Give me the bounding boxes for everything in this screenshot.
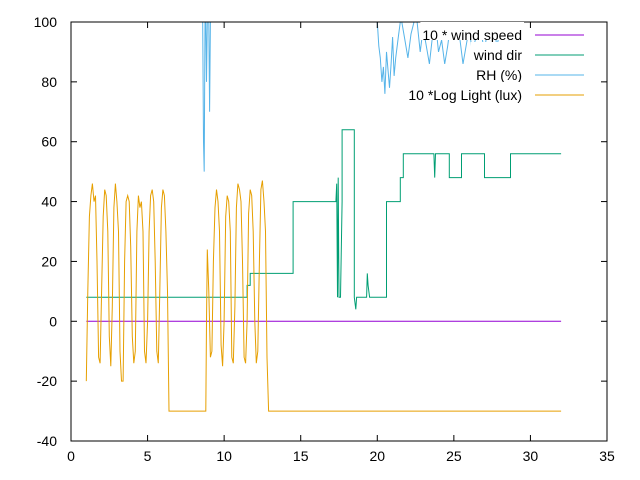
- legend-label-bg: [470, 42, 525, 60]
- y-tick-label: 60: [41, 134, 57, 150]
- legend: 10 * wind speed wind dir RH (%) 10 *Log Lig…: [406, 22, 584, 103]
- x-tick-label: 25: [446, 448, 462, 464]
- legend-label-bg: [474, 62, 524, 80]
- y-tick-label: -40: [37, 433, 57, 449]
- series-line-2: [86, 129, 562, 310]
- x-tick-label: 5: [144, 448, 152, 464]
- x-tick-label: 30: [523, 448, 539, 464]
- legend-label-bg: [420, 22, 524, 40]
- legend-label: RH (%): [476, 67, 522, 83]
- legend-label: wind dir: [473, 47, 523, 63]
- x-tick-label: 0: [67, 448, 75, 464]
- x-tick-label: 35: [599, 448, 615, 464]
- x-tick-label: 10: [216, 448, 232, 464]
- legend-label: 10 *Log Light (lux): [408, 87, 522, 103]
- y-tick-label: 100: [34, 14, 58, 30]
- y-tick-label: 0: [49, 313, 57, 329]
- legend-label: 10 * wind speed: [422, 27, 522, 43]
- y-tick-label: -20: [37, 373, 57, 389]
- x-tick-label: 20: [369, 448, 385, 464]
- series-line-4: [85, 180, 562, 412]
- legend-label-bg: [406, 82, 524, 100]
- y-tick-label: 80: [41, 74, 57, 90]
- plot-border: [70, 21, 608, 442]
- y-tick-label: 40: [41, 194, 57, 210]
- ticks-layer: 0 5 10 15 20 25 30 35 -40 -20 0 20 40 60 80 100: [34, 14, 615, 464]
- y-tick-label: 20: [41, 253, 57, 269]
- x-tick-label: 15: [293, 448, 309, 464]
